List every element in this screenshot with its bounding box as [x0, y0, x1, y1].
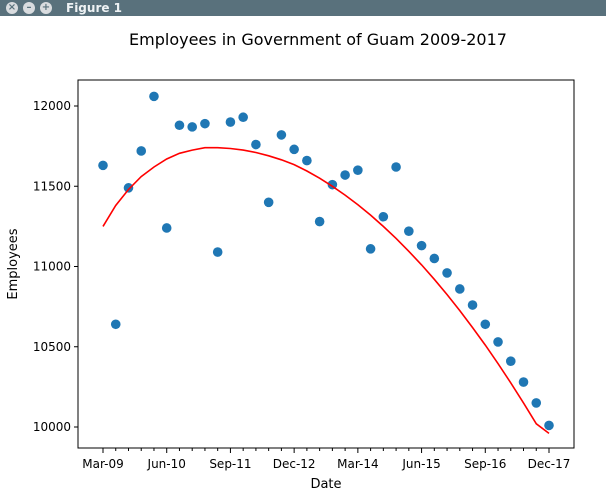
data-point	[480, 319, 491, 330]
data-point	[378, 211, 389, 222]
data-point	[174, 120, 185, 131]
fit-line-group	[102, 146, 550, 435]
data-point	[238, 112, 248, 123]
data-point	[518, 377, 529, 387]
data-point	[467, 300, 478, 310]
window-title: Figure 1	[66, 1, 123, 15]
y-tick-label: 11000	[33, 260, 71, 274]
data-point	[212, 247, 223, 257]
x-tick-label: Mar-14	[337, 457, 378, 471]
data-point	[442, 268, 452, 278]
data-point	[531, 398, 542, 408]
y-tick-label: 10500	[33, 340, 71, 354]
data-point	[110, 319, 121, 330]
data-point	[289, 144, 299, 155]
x-tick-label: Dec-12	[273, 457, 316, 471]
data-point	[200, 118, 210, 129]
x-tick-label: Jun-15	[401, 457, 440, 471]
data-point	[149, 91, 159, 102]
data-point	[455, 284, 465, 294]
data-points	[98, 91, 554, 431]
data-point	[544, 420, 554, 431]
data-point	[187, 122, 197, 132]
plot-area	[77, 79, 575, 449]
y-axis-label: Employees	[6, 228, 21, 299]
x-tick-label: Dec-17	[528, 457, 571, 471]
minimize-icon[interactable]: –	[23, 2, 35, 14]
data-point	[493, 337, 503, 347]
data-point	[429, 253, 440, 264]
close-icon[interactable]: ×	[6, 2, 18, 14]
data-point	[276, 130, 287, 140]
x-tick-label: Sep-11	[209, 457, 251, 471]
y-tick-label: 12000	[33, 99, 71, 113]
x-tick-label: Sep-16	[464, 457, 506, 471]
data-point	[314, 216, 325, 227]
data-point	[416, 240, 427, 251]
data-point	[353, 165, 363, 175]
data-point	[123, 183, 134, 193]
data-point	[404, 226, 414, 236]
data-point	[340, 170, 350, 180]
x-tick-label: Jun-10	[147, 457, 186, 471]
axis-ticks: Mar-09 Jun-10 Sep-11 Dec-12 Mar-14 Jun-15 Sep-…	[33, 99, 571, 471]
scatter-chart: Employees in Government of Guam 2009-201…	[6, 30, 575, 492]
x-axis-label: Date	[310, 477, 341, 492]
data-point	[505, 356, 516, 366]
data-point	[136, 146, 147, 156]
data-point	[251, 139, 261, 150]
window-titlebar: × – + Figure 1	[0, 0, 606, 16]
y-tick-label: 11500	[33, 179, 71, 193]
x-tick-label: Mar-09	[82, 457, 123, 471]
y-tick-label: 10000	[33, 420, 71, 434]
data-point	[98, 160, 108, 171]
data-point	[302, 155, 312, 166]
chart-title: Employees in Government of Guam 2009-201…	[129, 30, 507, 49]
data-point	[263, 197, 274, 208]
data-point	[161, 223, 172, 233]
data-point	[225, 117, 236, 127]
fit-line	[102, 146, 550, 435]
maximize-icon[interactable]: +	[40, 2, 52, 14]
data-point	[365, 244, 376, 254]
data-point	[391, 162, 401, 172]
